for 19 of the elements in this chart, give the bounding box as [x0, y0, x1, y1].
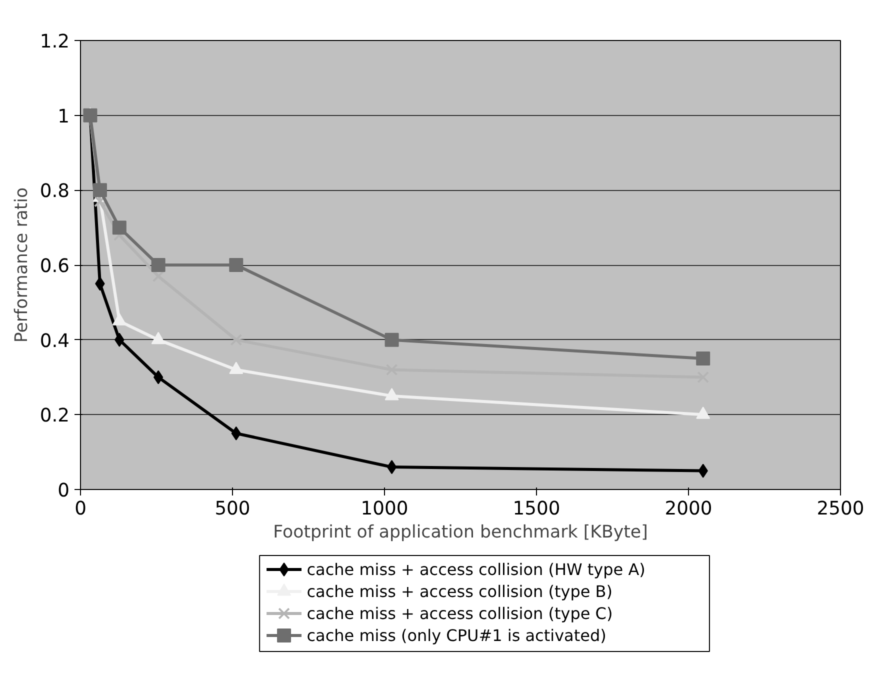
x-tick-label: 2000: [664, 498, 712, 520]
x-tick-label: 1000: [360, 498, 408, 520]
y-tick-label: 1.2: [40, 32, 70, 52]
legend-label: cache miss + access collision (type C): [306, 604, 613, 623]
y-tick-label: 0: [58, 480, 70, 502]
y-tick-label: 0.6: [40, 256, 70, 277]
x-tick-label: 500: [214, 498, 250, 520]
legend-label: cache miss (only CPU#1 is activated): [306, 626, 606, 645]
y-tick-label: 0.4: [40, 330, 70, 352]
x-axis-title: Footprint of application benchmark [KByte]: [273, 522, 648, 542]
y-tick-label: 1: [58, 106, 70, 128]
legend-label: cache miss + access collision (type B): [306, 582, 613, 601]
legend-label: cache miss + access collision (HW type A): [306, 560, 646, 579]
x-tick-label: 1500: [512, 498, 560, 520]
y-tick-label: 0.8: [40, 181, 70, 202]
y-tick-label: 0.2: [40, 406, 70, 427]
x-tick-label: 2500: [816, 498, 864, 520]
x-tick-label: 0: [74, 498, 86, 520]
y-axis-title: Performance ratio: [12, 187, 32, 343]
